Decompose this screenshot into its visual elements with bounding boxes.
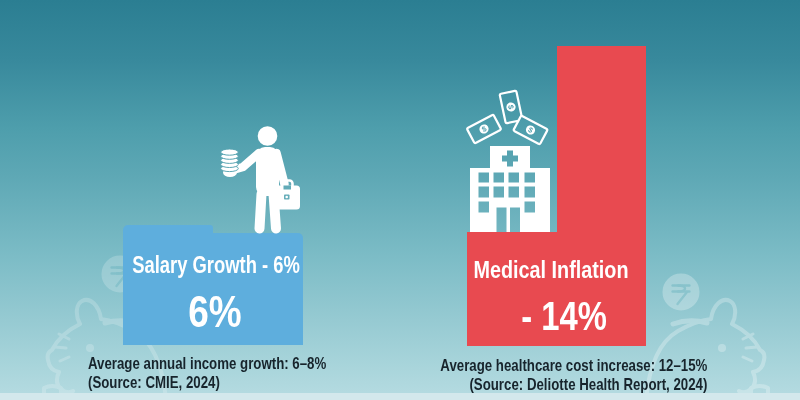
hospital-icon: $ $ $ <box>455 84 555 234</box>
piggy-bank-watermarks <box>0 0 800 400</box>
salary-bar-value: 6% <box>139 288 290 336</box>
medical-caption-text: Average healthcare cost increase: 12–15% <box>440 356 707 375</box>
businessman-icon <box>210 115 310 240</box>
salary-caption-source: (Source: CMIE, 2024) <box>88 373 326 392</box>
medical-bar-label: Medical Inflation <box>422 257 680 284</box>
medical-bar-value: - 14% <box>496 293 632 339</box>
salary-bar-label: Salary Growth - 6% <box>96 252 336 279</box>
infographic-salary-vs-medical-inflation: $ $ $ <box>0 0 800 400</box>
medical-caption-source: (Source: Deliotte Health Report, 2024) <box>440 375 707 394</box>
bottom-light-strip <box>0 393 800 400</box>
salary-caption-text: Average annual income growth: 6–8% <box>88 354 326 373</box>
medical-caption: Average healthcare cost increase: 12–15%… <box>440 356 707 394</box>
salary-caption: Average annual income growth: 6–8% (Sour… <box>88 354 326 392</box>
